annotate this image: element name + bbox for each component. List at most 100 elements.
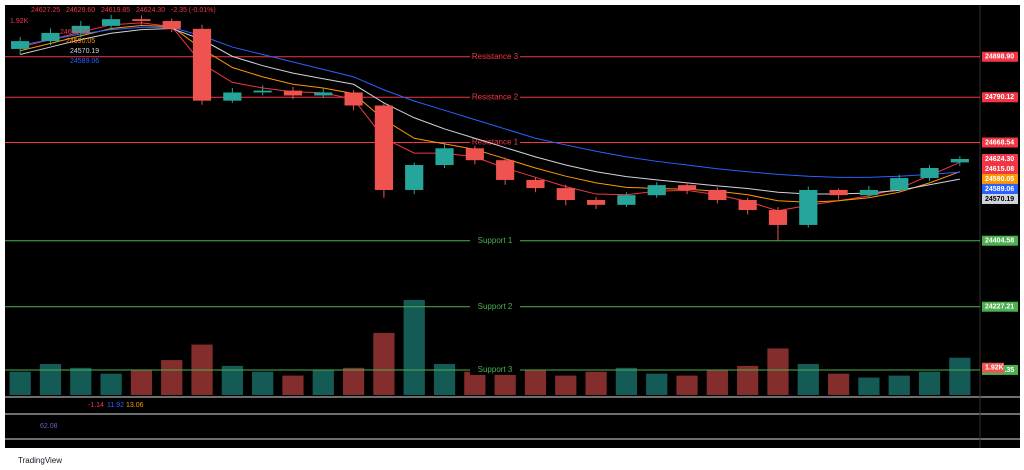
- volume-bar: [827, 373, 850, 395]
- brand: TradingView: [18, 456, 62, 465]
- candle-body: [950, 158, 969, 163]
- ma-legend: 24570.19: [70, 48, 99, 55]
- price-label-bg: [982, 173, 1018, 184]
- volume-legend: 1.92K: [10, 18, 29, 25]
- volume-bar: [161, 360, 183, 395]
- volume-bar: [918, 371, 941, 395]
- volume-bar: [342, 367, 365, 395]
- ohlc-change: -2.35 (-0.01%): [171, 7, 216, 14]
- candle-body: [859, 189, 878, 196]
- volume-bar: [100, 373, 122, 395]
- candle-body: [102, 19, 121, 26]
- level-label-bg: [470, 364, 520, 375]
- price-label: 24615.08: [985, 166, 1014, 173]
- candle-body: [617, 195, 636, 205]
- volume-bar: [555, 375, 577, 395]
- volume-label: 1.92K: [985, 365, 1004, 372]
- level-label: Resistance 3: [472, 52, 519, 61]
- level-label: Support 3: [478, 365, 513, 374]
- candle-body: [829, 189, 848, 196]
- volume-bar: [252, 371, 274, 395]
- candle-body: [799, 189, 818, 225]
- price-label: 24590.05: [985, 176, 1014, 183]
- price-label-bg: [982, 137, 1018, 148]
- level-label-bg: [470, 301, 520, 312]
- price-label: 24790.12: [985, 94, 1014, 101]
- price-label: 24227.21: [985, 304, 1014, 311]
- level-label: Support 1: [478, 236, 513, 245]
- candle-body: [314, 92, 333, 96]
- candle-body: [526, 179, 545, 189]
- candle-body: [677, 185, 697, 190]
- level-label-bg: [470, 235, 520, 246]
- candle-body: [192, 28, 212, 101]
- candle-body: [405, 165, 424, 190]
- chart-layer: Resistance 3 Resistance 2 Resistance 1 Supp…: [5, 14, 1018, 395]
- price-label: 24668.54: [985, 139, 1014, 146]
- candle-body: [71, 25, 90, 33]
- macd-value: 13.06: [126, 402, 144, 409]
- candle-body: [283, 90, 303, 96]
- ohlc-high: 24629.60: [66, 7, 95, 14]
- price-label: 24404.58: [985, 238, 1014, 245]
- ohlc-close: 24624.30: [136, 7, 165, 14]
- price-label-bg: [982, 235, 1018, 246]
- volume-bar: [767, 348, 789, 395]
- volume-bar: [706, 369, 728, 395]
- volume-bar: [464, 371, 486, 395]
- volume-bar: [403, 299, 425, 395]
- candle-body: [223, 92, 242, 101]
- price-label: 24624.30: [985, 156, 1014, 163]
- price-label-bg: [982, 163, 1018, 174]
- candle-body: [11, 41, 30, 49]
- volume-bar: [676, 375, 698, 395]
- macd-value: 11.92: [107, 402, 124, 409]
- price-label: 24570.19: [985, 196, 1014, 203]
- candle-body: [647, 185, 666, 196]
- candle-body: [920, 168, 939, 179]
- rsi-value: 62.08: [40, 423, 58, 430]
- candle-body: [253, 90, 272, 93]
- ma-legend: 24615.08: [60, 29, 89, 36]
- price-label: 24898.90: [985, 54, 1014, 61]
- candle-body: [738, 200, 757, 211]
- candle-body: [768, 210, 788, 225]
- price-label-bg: [982, 92, 1018, 103]
- volume-bar: [585, 371, 607, 395]
- ohlc-open: 24627.25: [31, 7, 60, 14]
- volume-bar: [797, 363, 819, 395]
- volume-bar: [130, 369, 153, 395]
- level-label-bg: [470, 137, 520, 148]
- level-label-bg: [470, 92, 520, 103]
- volume-bar: [373, 332, 395, 395]
- price-label-bg: [982, 183, 1018, 194]
- candle-body: [374, 105, 393, 190]
- volume-bar: [70, 367, 92, 395]
- candle-body: [132, 19, 151, 22]
- level-label: Resistance 2: [472, 92, 519, 101]
- volume-bar: [737, 365, 759, 395]
- level-label-bg: [470, 51, 520, 62]
- volume-bar: [646, 373, 668, 395]
- candle-body: [708, 189, 727, 201]
- volume-bar: [312, 369, 334, 395]
- volume-label-bg: [982, 362, 1004, 373]
- candle-body: [344, 92, 363, 106]
- candle-body: [465, 148, 484, 161]
- price-label-bg: [982, 153, 1018, 164]
- volume-bar: [39, 363, 62, 395]
- candle-body: [890, 178, 909, 190]
- volume-bar: [221, 365, 243, 395]
- ohlc-low: 24619.85: [101, 7, 130, 14]
- candle-body: [496, 160, 515, 180]
- ma-legend: 24590.05: [66, 38, 95, 45]
- volume-bar: [524, 369, 547, 395]
- volume-bar: [949, 357, 971, 395]
- volume-bar: [9, 371, 31, 395]
- volume-bar: [888, 375, 910, 395]
- ma-legend: 24589.06: [70, 58, 99, 65]
- price-label-bg: [982, 51, 1018, 62]
- candle-body: [41, 32, 60, 42]
- candle-body: [162, 21, 181, 29]
